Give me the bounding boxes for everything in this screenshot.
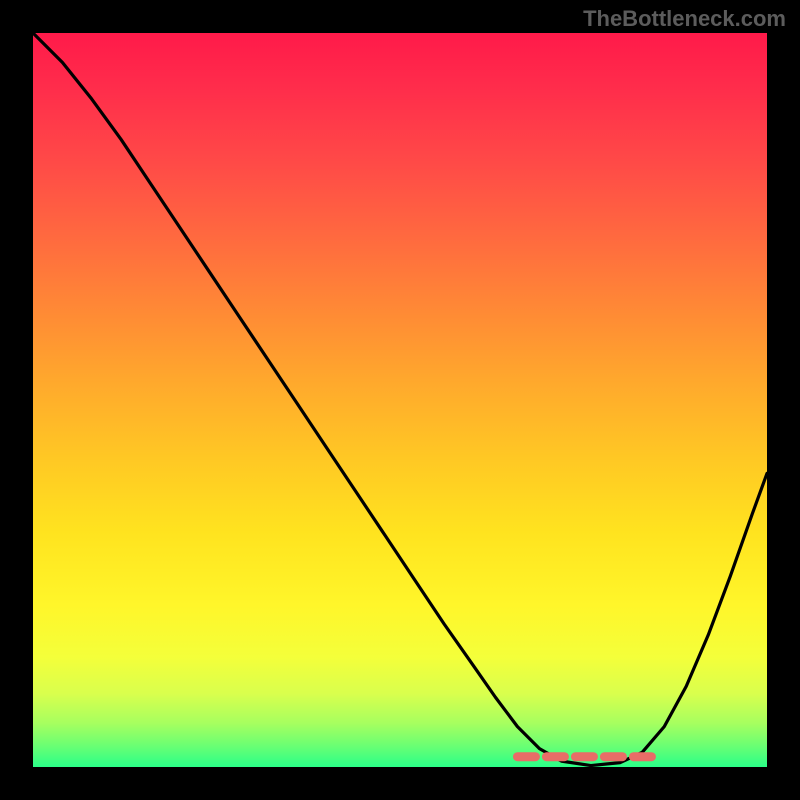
watermark-text: TheBottleneck.com: [583, 6, 786, 32]
curve-layer: [33, 33, 767, 767]
bottleneck-curve: [33, 33, 767, 766]
plot-area: [33, 33, 767, 767]
figure-root: TheBottleneck.com: [0, 0, 800, 800]
